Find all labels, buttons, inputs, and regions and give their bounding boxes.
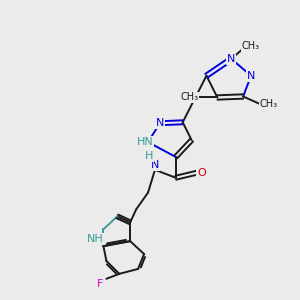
Text: N: N (151, 160, 159, 170)
Text: N: N (247, 71, 255, 81)
Text: H: H (145, 151, 153, 161)
Text: CH₃: CH₃ (260, 99, 278, 110)
Text: N: N (227, 54, 236, 64)
Text: O: O (197, 168, 206, 178)
Text: HN: HN (137, 137, 153, 147)
Text: CH₃: CH₃ (242, 41, 260, 51)
Text: NH: NH (87, 234, 104, 244)
Text: CH₃: CH₃ (181, 92, 199, 103)
Text: F: F (97, 279, 104, 289)
Text: N: N (156, 118, 164, 128)
